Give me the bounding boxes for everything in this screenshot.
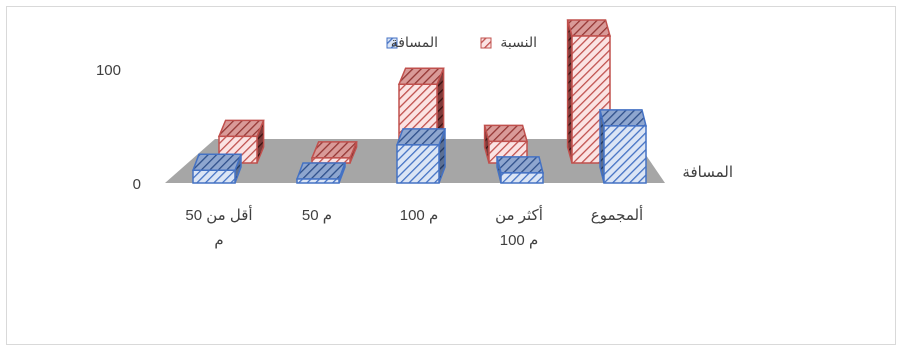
category-label-line: 100 م [400,207,439,224]
axis-label: المسافة [682,164,733,181]
legend-swatch-distance [386,37,398,49]
y-tick-label-0: 0 [133,176,141,193]
bar-top [483,124,528,143]
category-label-line: 100 م [500,232,539,249]
bar-distance-1 [191,153,243,184]
bar-group [191,19,647,184]
bar-front [192,169,236,184]
bar-front [500,172,544,184]
bar-top [496,156,544,174]
bar-ratio-1 [217,119,265,164]
legend-label-distance: المسافة [391,34,438,50]
category-label-line: 50 م [302,207,332,224]
bar-ratio-2 [310,141,358,164]
y-tick-label-100: 100 [96,62,121,79]
bar-front [296,178,340,184]
bar-top [395,128,447,146]
bar-top [191,153,243,172]
bar-distance-4 [496,156,544,184]
chart-frame: 100 0 المسافة المسافة النسبة أقل من 50 م 5… [6,6,896,345]
bar-front [396,144,440,184]
bar-distance-2 [295,162,347,184]
category-label-line: أكثر من [495,205,543,224]
legend-label-ratio: النسبة [500,34,537,50]
bar-front [603,125,647,184]
bar-top [599,109,647,127]
legend: المسافة النسبة [386,34,537,50]
category-label-4: أكثر من 100 م [495,205,543,249]
bar-top [397,67,445,86]
bar-top [566,19,611,37]
category-label-5: ألمجموع [591,205,643,224]
bar-distance-5 [599,109,647,184]
category-label-line: م [214,232,223,249]
bar-top [295,162,347,180]
bar-distance-3 [395,128,447,184]
category-label-line: أقل من 50 [185,205,252,224]
category-label-2: 50 م [302,207,332,224]
category-label-line: ألمجموع [591,205,643,224]
bar-top [217,119,265,138]
chart-svg: 100 0 المسافة المسافة النسبة أقل من 50 م 5… [96,19,733,249]
category-label-1: أقل من 50 م [185,205,252,249]
category-label-3: 100 م [400,207,439,224]
category-labels: أقل من 50 م 50 م 100 م أكثر من 100 م ألمجموع [185,205,643,249]
legend-swatch-ratio [480,37,492,49]
bar-top [310,141,358,159]
bar-front [311,157,351,164]
